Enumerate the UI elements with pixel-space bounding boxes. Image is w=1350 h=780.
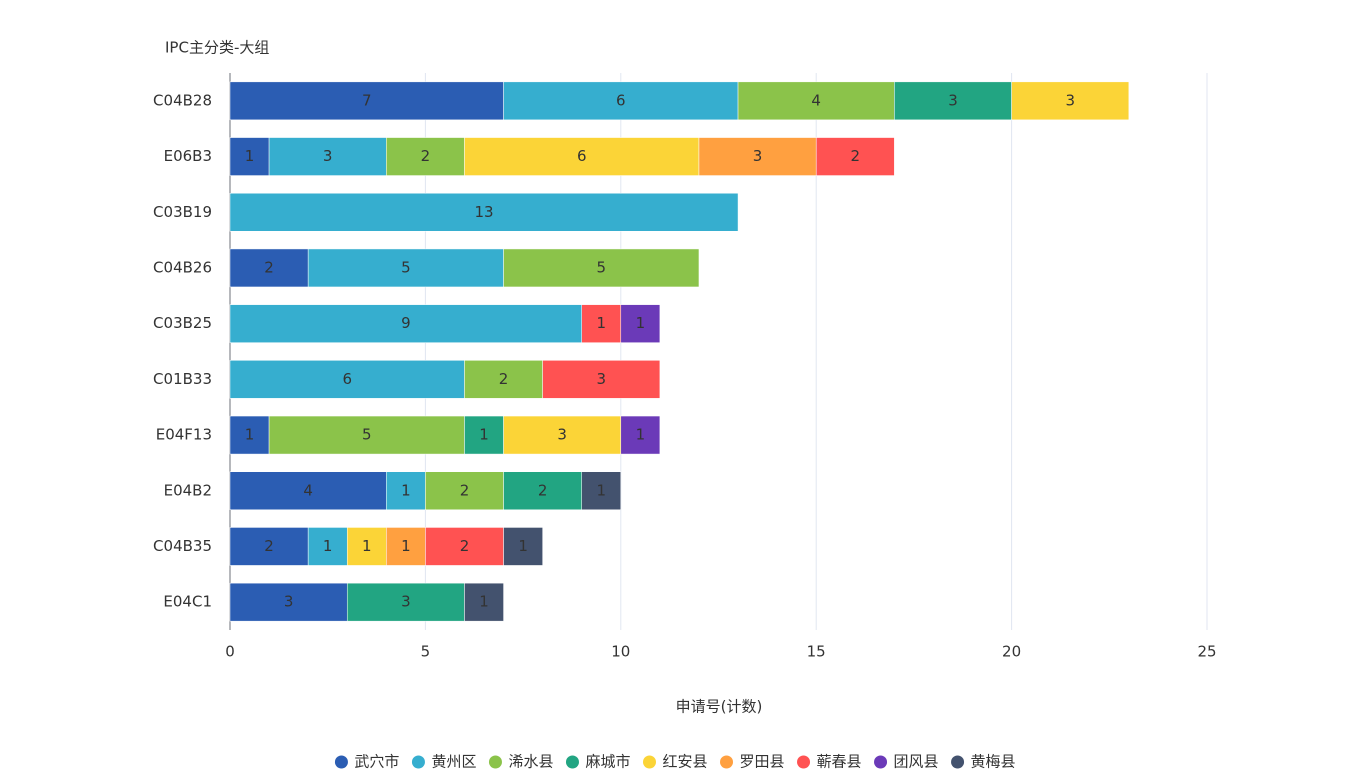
legend-marker — [489, 756, 502, 769]
value-label: 9 — [401, 314, 411, 332]
value-label: 2 — [264, 258, 274, 276]
legend-marker — [951, 756, 964, 769]
value-label: 2 — [851, 147, 861, 165]
legend-label: 蕲春县 — [817, 753, 862, 771]
legend-label: 武穴市 — [354, 753, 399, 771]
value-label: 6 — [616, 91, 626, 109]
value-label: 1 — [596, 481, 606, 499]
value-label: 3 — [1065, 91, 1075, 109]
value-label: 1 — [401, 481, 411, 499]
value-label: 13 — [474, 203, 493, 221]
value-label: 1 — [323, 537, 333, 555]
value-label: 3 — [948, 91, 958, 109]
x-tick-label: 5 — [421, 643, 431, 661]
legend-label: 罗田县 — [740, 753, 785, 771]
value-label: 1 — [479, 426, 489, 444]
value-label: 6 — [577, 147, 587, 165]
legend-marker — [566, 756, 579, 769]
value-label: 2 — [460, 481, 470, 499]
value-label: 3 — [557, 426, 567, 444]
value-label: 5 — [362, 426, 372, 444]
value-label: 1 — [636, 426, 646, 444]
value-label: 1 — [518, 537, 528, 555]
x-axis-title: 申请号(计数) — [676, 698, 763, 716]
y-tick-label: E04C1 — [163, 593, 212, 611]
legend-label: 浠水县 — [508, 753, 553, 771]
legend-label: 黄梅县 — [971, 753, 1016, 771]
y-tick-label: E04B2 — [164, 481, 212, 499]
value-label: 5 — [401, 258, 411, 276]
value-label: 3 — [596, 370, 606, 388]
y-tick-label: C01B33 — [153, 370, 212, 388]
value-label: 1 — [245, 147, 255, 165]
value-label: 2 — [421, 147, 431, 165]
y-tick-label: C04B35 — [153, 537, 212, 555]
value-label: 2 — [264, 537, 274, 555]
value-label: 5 — [596, 258, 606, 276]
value-label: 1 — [596, 314, 606, 332]
y-tick-label: E06B3 — [164, 147, 212, 165]
legend-marker — [412, 756, 425, 769]
x-tick-label: 10 — [611, 643, 630, 661]
x-tick-label: 15 — [807, 643, 826, 661]
x-tick-label: 25 — [1197, 643, 1216, 661]
y-tick-label: C03B19 — [153, 203, 212, 221]
legend: 武穴市 黄州区 浠水县 麻城市 红安县 罗田县 蕲春县 团风县 黄梅县 — [335, 753, 1016, 771]
legend-label: 团风县 — [894, 753, 939, 771]
value-label: 3 — [284, 593, 294, 611]
value-label: 4 — [811, 91, 821, 109]
value-label: 4 — [303, 481, 313, 499]
y-axis-title: IPC主分类-大组 — [165, 39, 269, 57]
value-label: 2 — [538, 481, 548, 499]
value-label: 3 — [753, 147, 763, 165]
y-tick-label: C04B28 — [153, 91, 212, 109]
legend-marker — [643, 756, 656, 769]
value-label: 1 — [245, 426, 255, 444]
legend-marker — [874, 756, 887, 769]
x-tick-label: 20 — [1002, 643, 1021, 661]
legend-marker — [797, 756, 810, 769]
value-label: 3 — [401, 593, 411, 611]
y-tick-label: C04B26 — [153, 258, 212, 276]
y-tick-label: E04F13 — [156, 426, 212, 444]
legend-label: 红安县 — [662, 753, 707, 771]
value-label: 1 — [401, 537, 411, 555]
value-label: 7 — [362, 91, 372, 109]
value-label: 3 — [323, 147, 333, 165]
value-label: 1 — [362, 537, 372, 555]
value-label: 2 — [460, 537, 470, 555]
legend-marker — [335, 756, 348, 769]
legend-label: 麻城市 — [585, 753, 630, 771]
legend-label: 黄州区 — [431, 753, 476, 771]
value-label: 1 — [636, 314, 646, 332]
value-label: 6 — [342, 370, 352, 388]
value-label: 1 — [479, 593, 489, 611]
value-label: 2 — [499, 370, 509, 388]
x-tick-label: 0 — [225, 643, 235, 661]
legend-marker — [720, 756, 733, 769]
y-tick-label: C03B25 — [153, 314, 212, 332]
